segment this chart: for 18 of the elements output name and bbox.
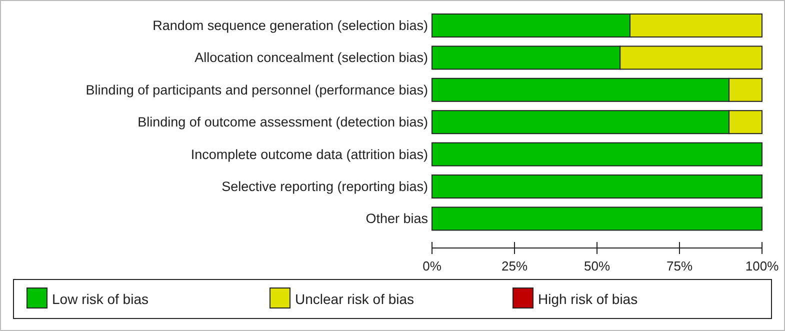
y-tick-label: Incomplete outcome data (attrition bias) [190, 146, 428, 162]
bar [432, 174, 762, 198]
y-tick-label: Random sequence generation (selection bias) [152, 18, 428, 33]
y-tick-label: Allocation concealment (selection bias) [194, 50, 428, 66]
y-tick-label: Other bias [366, 211, 428, 226]
bar [432, 142, 762, 166]
y-tick-label: Blinding of participants and personnel (performance bias) [86, 82, 428, 98]
x-tick-label: 25% [501, 258, 528, 274]
x-tick-label: 0% [422, 258, 442, 274]
legend-label: Low risk of bias [52, 291, 148, 307]
x-tick-label: 50% [584, 258, 610, 274]
legend-label: Unclear risk of bias [295, 291, 414, 307]
legend-label: High risk of bias [538, 291, 638, 307]
y-tick-label: Selective reporting (reporting bias) [222, 179, 428, 194]
x-tick-label: 100% [745, 258, 780, 274]
bar [432, 206, 762, 231]
y-tick-label: Blinding of outcome assessment (detection bias) [138, 114, 428, 130]
x-tick-label: 75% [666, 258, 693, 274]
